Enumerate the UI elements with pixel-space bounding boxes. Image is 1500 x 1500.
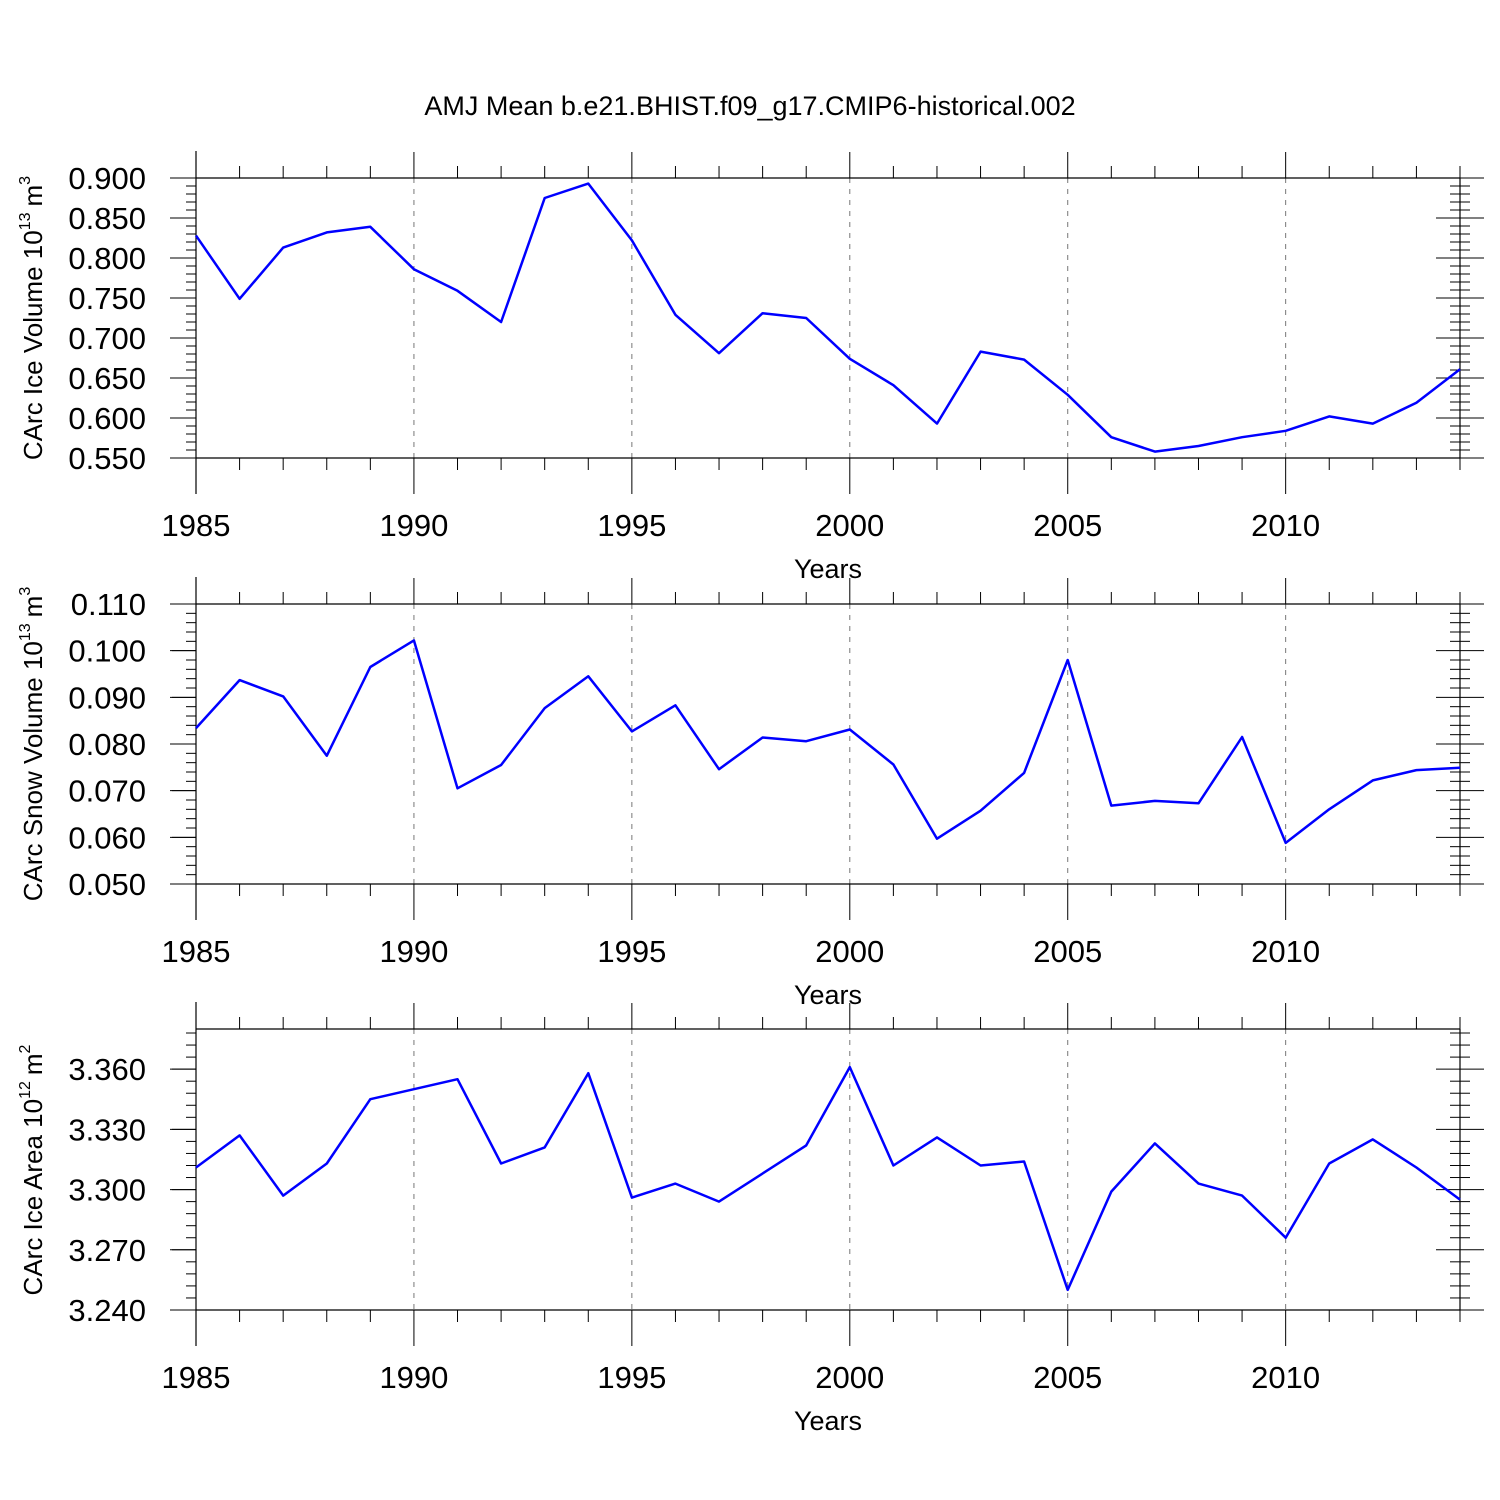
y-tick-label: 0.080 (68, 727, 146, 762)
y-tick-label: 0.070 (68, 774, 146, 809)
y-axis-label-exponent: 12 (17, 1081, 34, 1099)
x-tick-label: 2010 (1251, 508, 1320, 543)
series-line (195, 1065, 1461, 1292)
y-tick-label: 0.900 (68, 161, 146, 196)
series-line (194, 182, 1461, 453)
y-axis-label-exponent: 13 (17, 623, 34, 641)
y-axis-label-text: CArc Ice Volume 10 (18, 230, 48, 460)
y-axis-label-unit: m (18, 596, 48, 618)
y-axis-label: CArc Ice Area 1012 m2 (17, 1044, 48, 1295)
x-tick-label: 1995 (597, 508, 666, 543)
y-axis-label-text: CArc Ice Area 10 (18, 1099, 48, 1296)
panel-3: 3.240 3.270 3.300 3.330 3.360 1985 1990 1995 200… (17, 1002, 1484, 1436)
y-tick-label: 0.650 (68, 361, 146, 396)
panel-1: 0.550 0.600 0.650 0.700 0.750 0.800 0.850 0.900… (17, 151, 1484, 584)
x-tick-label: 2000 (815, 1360, 884, 1395)
y-tick-label: 3.360 (68, 1052, 146, 1087)
x-tick-label: 1985 (162, 1360, 231, 1395)
y-axis-label: CArc Ice Volume 1013 m3 (17, 176, 48, 460)
panel-2: 0.050 0.060 0.070 0.080 0.090 0.100 0.110 1985 1… (17, 577, 1484, 1010)
y-tick-label: 0.100 (68, 634, 146, 669)
x-tick-label: 1995 (597, 934, 666, 969)
y-tick-label: 0.060 (68, 820, 146, 855)
series-line (195, 639, 1461, 845)
y-tick-label: 0.700 (68, 321, 146, 356)
x-tick-label: 2005 (1033, 934, 1102, 969)
y-axis-label-unit-exponent: 2 (17, 1044, 34, 1053)
chart-title: AMJ Mean b.e21.BHIST.f09_g17.CMIP6-histo… (424, 91, 1075, 121)
y-tick-label: 0.750 (68, 281, 146, 316)
x-tick-label: 1990 (379, 934, 448, 969)
x-tick-label: 1990 (379, 508, 448, 543)
x-tick-label: 1985 (162, 508, 231, 543)
y-tick-label: 0.550 (68, 441, 146, 476)
y-axis-label-unit-exponent: 3 (17, 176, 34, 185)
y-axis-label-unit: m (18, 185, 48, 207)
x-axis-label: Years (794, 1406, 862, 1436)
y-axis-label-unit-exponent: 3 (17, 587, 34, 596)
x-axis-label: Years (794, 980, 862, 1010)
x-tick-label: 1995 (597, 1360, 666, 1395)
x-tick-label: 2005 (1033, 508, 1102, 543)
x-tick-label: 2010 (1251, 934, 1320, 969)
x-axis-label: Years (794, 554, 862, 584)
x-tick-label: 2000 (815, 508, 884, 543)
y-tick-label: 3.330 (68, 1112, 146, 1147)
x-tick-label: 2005 (1033, 1360, 1102, 1395)
y-axis-label-exponent: 13 (17, 212, 34, 230)
y-tick-label: 0.850 (68, 201, 146, 236)
y-tick-label: 0.800 (68, 241, 146, 276)
y-tick-label: 3.240 (68, 1293, 146, 1328)
y-tick-label: 0.600 (68, 401, 146, 436)
y-tick-label: 3.300 (68, 1173, 146, 1208)
y-tick-label: 3.270 (68, 1233, 146, 1268)
y-axis-label: CArc Snow Volume 1013 m3 (17, 587, 48, 902)
y-tick-label: 0.090 (68, 680, 146, 715)
x-tick-label: 2000 (815, 934, 884, 969)
y-axis-label-text: CArc Snow Volume 10 (18, 641, 48, 901)
y-axis-label-unit: m (18, 1053, 48, 1075)
x-tick-label: 2010 (1251, 1360, 1320, 1395)
y-tick-label: 0.050 (68, 867, 146, 902)
y-tick-label: 0.110 (71, 587, 146, 622)
x-tick-label: 1990 (379, 1360, 448, 1395)
x-tick-label: 1985 (162, 934, 231, 969)
